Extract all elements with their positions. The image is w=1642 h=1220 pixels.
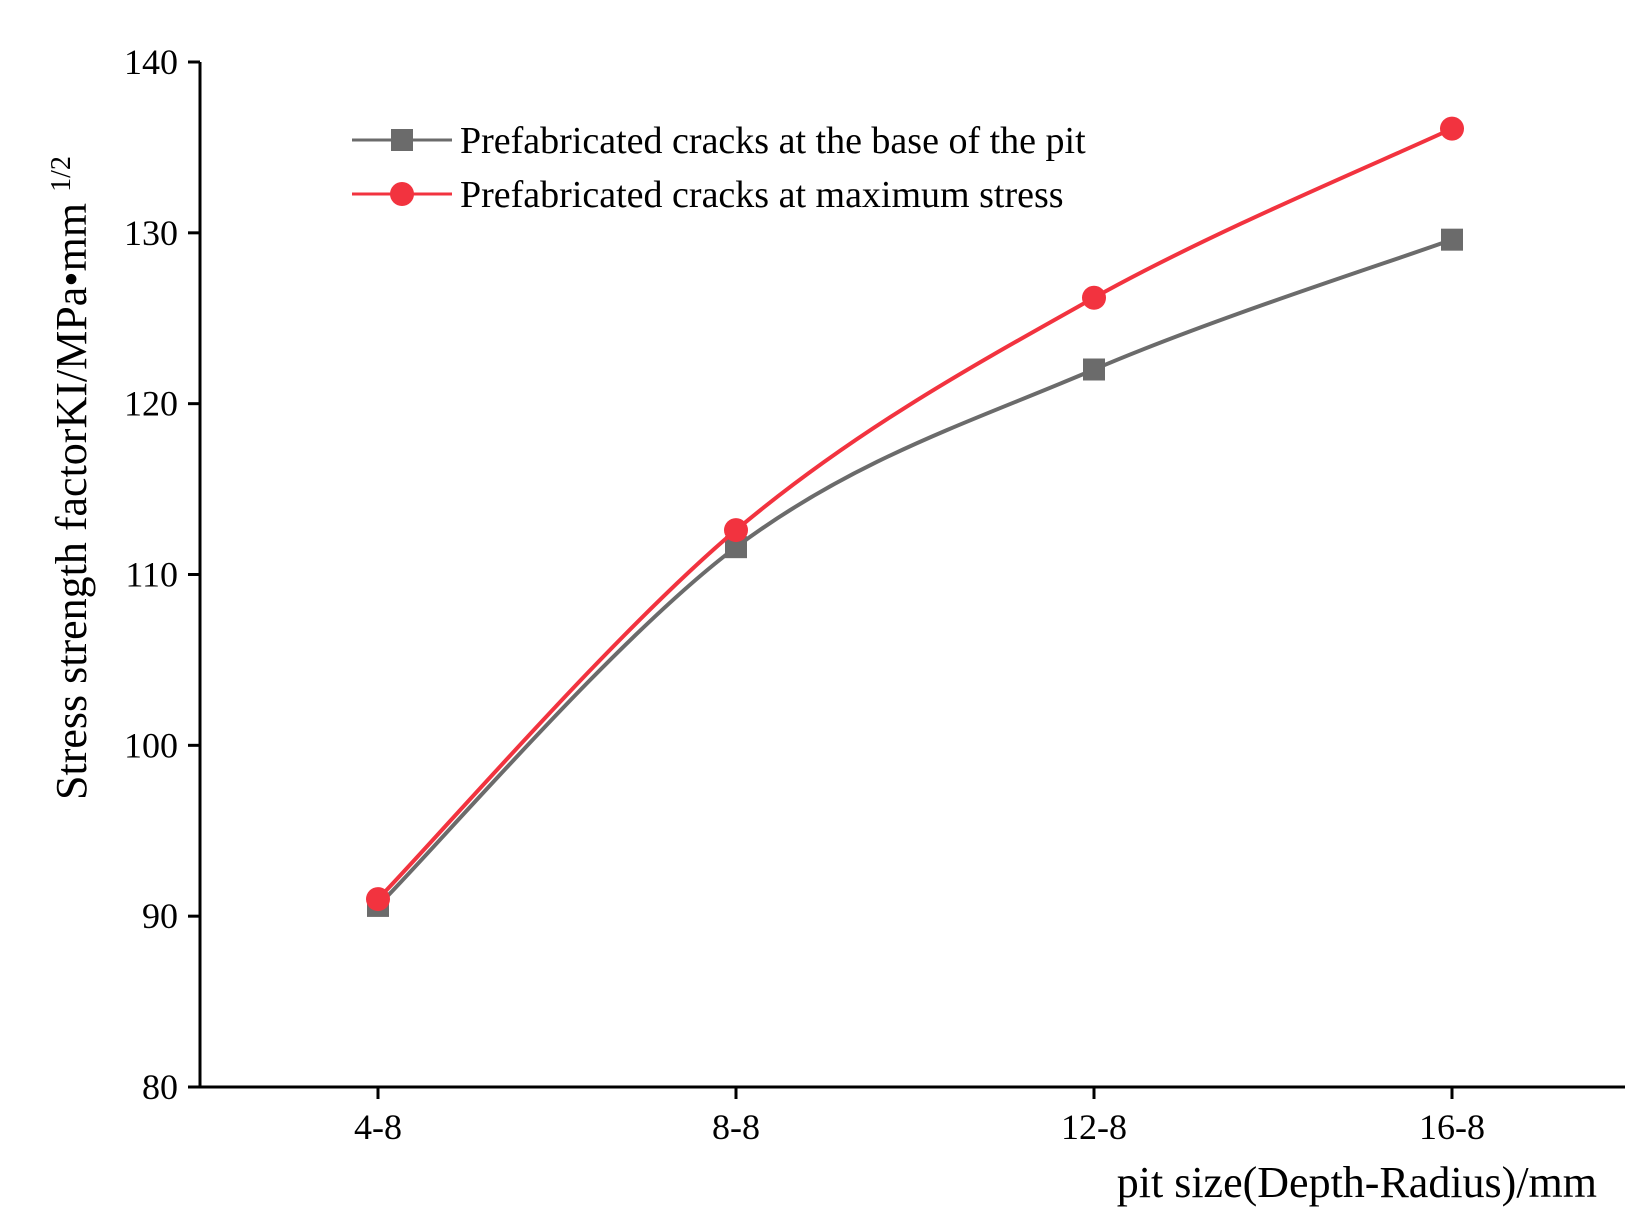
- y-ticks: 80 90 100 110 120 130 140: [124, 42, 200, 1107]
- y-axis-title: Stress strength factorKI/MPa•mm 1/2: [46, 156, 96, 800]
- y-tick-label: 140: [124, 42, 178, 82]
- y-tick-label: 110: [125, 555, 178, 595]
- series-line-1: [376, 126, 1453, 901]
- y-tick-label: 100: [124, 725, 178, 765]
- x-tick-label: 12-8: [1061, 1107, 1127, 1147]
- legend: Prefabricated cracks at the base of the …: [352, 120, 1086, 216]
- data-point-square: [725, 536, 747, 559]
- legend-marker-circle: [390, 182, 414, 206]
- legend-marker-square: [391, 129, 413, 151]
- data-point-circle: [366, 887, 390, 912]
- legend-item-0: Prefabricated cracks at the base of the …: [352, 120, 1086, 162]
- y-tick-label: 120: [124, 384, 178, 424]
- data-point-square: [1083, 358, 1105, 381]
- series-line-0: [376, 237, 1453, 908]
- x-tick-label: 4-8: [354, 1107, 402, 1147]
- legend-label-1: Prefabricated cracks at maximum stress: [460, 174, 1064, 216]
- x-tick-label: 8-8: [712, 1107, 760, 1147]
- data-point-square: [1441, 228, 1463, 251]
- y-tick-label: 130: [124, 213, 178, 253]
- series: [366, 116, 1464, 917]
- y-tick-label: 80: [142, 1067, 178, 1107]
- data-point-circle: [1082, 285, 1106, 310]
- x-ticks: 4-8 8-8 12-8 16-8: [354, 1087, 1485, 1147]
- data-point-circle: [1440, 116, 1464, 141]
- legend-label-0: Prefabricated cracks at the base of the …: [460, 120, 1086, 162]
- data-point-circle: [724, 518, 748, 543]
- x-tick-label: 16-8: [1419, 1107, 1485, 1147]
- y-tick-label: 90: [142, 896, 178, 936]
- series-1: [366, 116, 1464, 912]
- x-axis-title: pit size(Depth-Radius)/mm: [1117, 1158, 1597, 1207]
- series-0: [367, 228, 1463, 917]
- legend-item-1: Prefabricated cracks at maximum stress: [352, 174, 1064, 216]
- y-axis-title-superscript: 1/2: [46, 156, 77, 192]
- y-axis-title-main: Stress strength factorKI/MPa•mm: [47, 203, 96, 800]
